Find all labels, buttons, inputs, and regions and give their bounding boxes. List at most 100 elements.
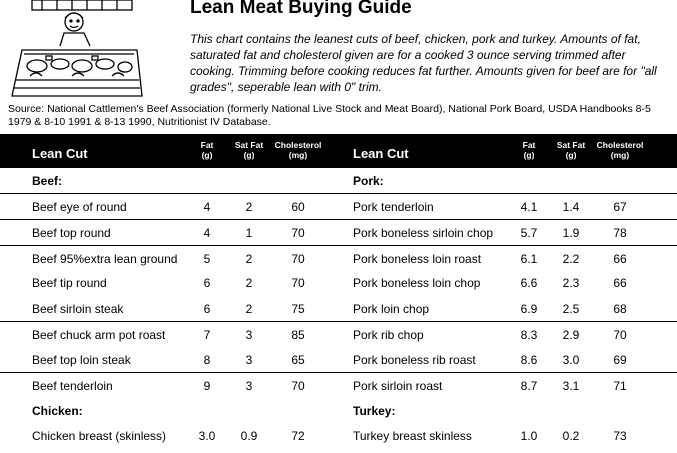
right-cut-name: Pork sirloin roast <box>353 379 443 393</box>
right-cholesterol-value: 73 <box>613 429 627 443</box>
table-header: Lean Cut Fat (g) Sat Fat (g) Cholesterol (m… <box>0 134 677 168</box>
left-sat-fat-value: 3 <box>245 328 253 342</box>
right-sat-fat-value: 2.9 <box>562 328 580 342</box>
cholesterol-header-right: Cholesterol (mg) <box>596 140 644 160</box>
left-cut-name: Beef tenderloin <box>32 379 113 393</box>
left-fat-value: 4 <box>203 199 211 214</box>
right-cholesterol-value: 69 <box>613 352 627 367</box>
left-cut-name: Chicken breast (skinless) <box>32 429 167 443</box>
left-cholesterol-value: 70 <box>291 379 305 393</box>
right-cut-name: Pork loin chop <box>353 301 430 316</box>
lean-cut-header-right: Lean Cut <box>353 146 409 161</box>
left-cholesterol-value: 85 <box>291 328 305 342</box>
cholesterol-header: Cholesterol (mg) <box>274 140 322 160</box>
left-fat-value: 3.0 <box>198 429 216 443</box>
right-cut-name: Pork boneless loin chop <box>353 276 481 290</box>
right-sat-fat-value: 0.2 <box>562 429 580 443</box>
right-cholesterol-value: 78 <box>613 226 627 240</box>
table-row: Beef 95%extra lean ground 5 2 70 Pork bonele… <box>0 244 677 271</box>
page-title: Lean Meat Buying Guide <box>190 0 412 18</box>
right-fat-value: 8.7 <box>520 379 538 393</box>
right-sat-fat-value: 2.2 <box>562 251 580 266</box>
left-fat-value: 6 <box>203 276 211 290</box>
left-cut-name: Beef tip round <box>32 276 107 290</box>
left-fat-value: 6 <box>203 301 211 316</box>
table-row: Chicken breast (skinless) 3.0 0.9 72 Turkey … <box>0 423 677 449</box>
left-fat-value: 8 <box>203 352 211 367</box>
table-row: Chicken: Turkey: <box>0 398 677 424</box>
right-fat-value: 4.1 <box>520 199 538 214</box>
table-row: Beef sirloin steak 6 2 75 Pork loin chop 6.9 2… <box>0 296 677 322</box>
intro-text: This chart contains the leanest cuts of … <box>190 32 657 94</box>
left-cut-name: Beef chuck arm pot roast <box>32 328 166 342</box>
fat-header-right: Fat (g) <box>522 140 536 160</box>
right-sat-fat-value: 2.3 <box>562 276 580 290</box>
left-cut-name: Beef top round <box>32 226 111 240</box>
right-sat-fat-value: 1.9 <box>562 226 580 240</box>
right-cut-name: Pork boneless sirloin chop <box>353 226 494 240</box>
left-cut-name: Beef sirloin steak <box>32 301 124 316</box>
right-fat-value: 8.3 <box>520 328 538 342</box>
left-cut-name: Beef 95%extra lean ground <box>32 251 178 266</box>
left-cut-name: Beef top loin steak <box>32 352 131 367</box>
right-sat-fat-value: 3.1 <box>562 379 580 393</box>
table-row: Beef tip round 6 2 70 Pork boneless loin cho… <box>0 270 677 296</box>
left-sat-fat-value: 3 <box>245 352 253 367</box>
left-cholesterol-value: 65 <box>291 352 305 367</box>
table-row: Beef: Pork: <box>0 168 677 194</box>
left-fat-value: 7 <box>203 328 211 342</box>
source-text: Source: National Cattlemen's Beef Associ… <box>8 103 651 128</box>
left-fat-value: 4 <box>203 226 211 240</box>
table-row: Beef chuck arm pot roast 7 3 85 Pork rib cho… <box>0 321 677 347</box>
left-section-heading: Beef: <box>32 174 63 188</box>
butcher-counter-illustration <box>11 0 143 97</box>
right-sat-fat-value: 3.0 <box>562 352 580 367</box>
right-sat-fat-value: 1.4 <box>562 199 580 214</box>
right-fat-value: 1.0 <box>520 429 538 443</box>
left-sat-fat-value: 3 <box>245 379 253 393</box>
left-cholesterol-value: 70 <box>291 276 305 290</box>
right-cut-name: Pork tenderloin <box>353 199 434 214</box>
left-section-heading: Chicken: <box>32 403 83 418</box>
right-fat-value: 5.7 <box>520 226 538 240</box>
right-section-heading: Turkey: <box>353 403 396 418</box>
left-sat-fat-value: 2 <box>245 301 253 316</box>
right-cholesterol-value: 66 <box>613 276 627 290</box>
right-cut-name: Pork boneless rib roast <box>353 352 476 367</box>
left-sat-fat-value: 2 <box>245 276 253 290</box>
sat-fat-header: Sat Fat (g) <box>234 140 264 160</box>
left-sat-fat-value: 1 <box>245 226 253 240</box>
table-row: Beef eye of round 4 2 60 Pork tenderloin 4.1 1… <box>0 194 677 220</box>
right-cholesterol-value: 66 <box>613 251 627 266</box>
fat-header: Fat (g) <box>200 140 214 160</box>
right-cholesterol-value: 70 <box>613 328 627 342</box>
right-cut-name: Pork boneless loin roast <box>353 251 482 266</box>
left-sat-fat-value: 2 <box>245 251 253 266</box>
right-cholesterol-value: 68 <box>613 301 627 316</box>
right-fat-value: 8.6 <box>520 352 538 367</box>
right-cut-name: Turkey breast skinless <box>353 429 472 443</box>
left-sat-fat-value: 2 <box>245 199 253 214</box>
table-row: Beef top loin steak 8 3 65 Pork boneless rib… <box>0 347 677 373</box>
left-cholesterol-value: 60 <box>291 199 305 214</box>
table-row: Beef top round 4 1 70 Pork boneless sirloin … <box>0 219 677 245</box>
right-cholesterol-value: 67 <box>613 199 627 214</box>
right-sat-fat-value: 2.5 <box>562 301 580 316</box>
subheading-divider <box>0 193 677 194</box>
left-cholesterol-value: 72 <box>291 429 305 443</box>
left-cholesterol-value: 75 <box>291 301 305 316</box>
right-fat-value: 6.9 <box>520 301 538 316</box>
right-cut-name: Pork rib chop <box>353 328 424 342</box>
left-cholesterol-value: 70 <box>291 251 305 266</box>
sat-fat-header-right: Sat Fat (g) <box>556 140 586 160</box>
right-fat-value: 6.1 <box>520 251 538 266</box>
table-row: Beef tenderloin 9 3 70 Pork sirloin roast 8.7… <box>0 372 677 398</box>
lean-cut-header: Lean Cut <box>32 146 88 161</box>
left-fat-value: 5 <box>203 251 211 266</box>
right-section-heading: Pork: <box>353 174 384 188</box>
left-cut-name: Beef eye of round <box>32 199 127 214</box>
left-sat-fat-value: 0.9 <box>240 429 258 443</box>
right-cholesterol-value: 71 <box>613 379 627 393</box>
right-fat-value: 6.6 <box>520 276 538 290</box>
left-cholesterol-value: 70 <box>291 226 305 240</box>
